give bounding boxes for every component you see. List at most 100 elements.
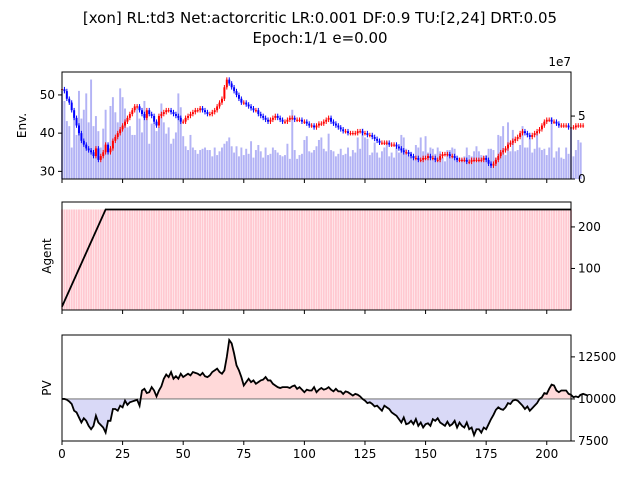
price-candle [160,114,163,116]
volume-bar [383,147,386,179]
volume-bar [65,121,68,179]
x-tick-label: 25 [115,447,130,461]
price-candle [165,110,168,113]
agent-bar [514,209,517,310]
price-candle [531,135,534,137]
agent-bar [119,209,122,310]
price-candle [354,133,357,135]
volume-bar [555,151,558,179]
volume-bar [170,143,173,179]
volume-bar [553,157,556,179]
price-candle [492,163,495,166]
agent-bar [320,209,323,310]
price-candle [300,119,303,122]
price-candle [473,159,476,161]
volume-bar [521,126,524,179]
price-candle [448,154,451,157]
price-candle [548,119,551,121]
price-candle [436,159,439,161]
price-candle [92,152,95,157]
price-candle [422,157,425,160]
volume-bar [225,141,228,179]
agent-bar [351,209,354,310]
agent-line [61,208,571,308]
volume-bar [475,146,478,179]
volume-bar [141,132,143,179]
agent-bar [90,209,93,310]
volume-bar [291,109,294,179]
price-candle [182,121,185,123]
price-candle [426,156,429,158]
agent-bar [417,209,420,310]
price-candle [574,125,577,128]
agent-bar [376,209,379,310]
agent-bar [322,209,325,310]
pv-ytick-label: 7500 [578,434,609,448]
volume-bar [368,155,371,179]
volume-bar [155,131,158,179]
price-candle [140,110,143,115]
price-candle [412,156,415,158]
volume-bar [284,155,286,179]
agent-bar [383,209,386,310]
volume-bar [342,155,345,179]
agent-bar [259,209,262,310]
volume-bar [179,107,182,179]
volume-bar [189,134,192,179]
volume-bar [514,151,517,179]
agent-bar [233,209,236,310]
agent-bar [208,209,211,310]
price-candle [90,150,93,153]
volume-bar [247,153,250,179]
agent-bar [327,209,330,310]
volume-bar [279,155,282,179]
volume-bar [288,158,291,179]
price-candle [402,150,405,153]
agent-bar [412,209,415,310]
volume-bar [145,111,148,179]
price-candle [276,115,279,118]
volume-bar [334,156,337,179]
volume-bar [213,147,216,179]
price-candle [274,115,277,118]
agent-bar [165,209,168,310]
volume-bar [359,148,362,179]
agent-bar [94,209,97,310]
price-candle [63,89,66,92]
volume-bar [330,150,333,179]
env-frame [61,71,572,180]
price-candle [577,125,580,127]
agent-bar [97,209,100,310]
agent-bar [477,209,480,310]
price-candle [70,102,73,111]
env-panel [58,71,585,180]
agent-bar [482,209,485,310]
price-candle [439,156,442,160]
agent-bar [276,209,279,310]
volume-bar [448,150,451,179]
chart-title: [xon] RL:td3 Net:actorcritic LR:0.001 DF… [0,8,640,48]
agent-bar [257,209,260,310]
price-candle [283,121,286,123]
price-candle [494,159,497,164]
price-candle [259,114,262,116]
agent-bar [143,209,146,310]
price-candle [230,83,233,88]
volume-bar [269,153,272,179]
volume-bar [259,151,262,179]
price-candle [126,117,129,122]
volume-bar [242,155,245,179]
price-candle [359,131,362,133]
price-candle [204,110,207,113]
price-candle [504,148,507,151]
price-candle [395,144,398,147]
env-y2-offset-label: 1e7 [548,55,571,69]
price-candle [337,125,340,128]
price-candle [477,159,480,161]
price-candle [179,117,182,122]
price-candle [298,119,301,121]
env-ylabel: Env. [15,113,29,138]
agent-bar [385,209,388,310]
agent-bar [92,209,95,310]
price-candle [136,106,139,108]
